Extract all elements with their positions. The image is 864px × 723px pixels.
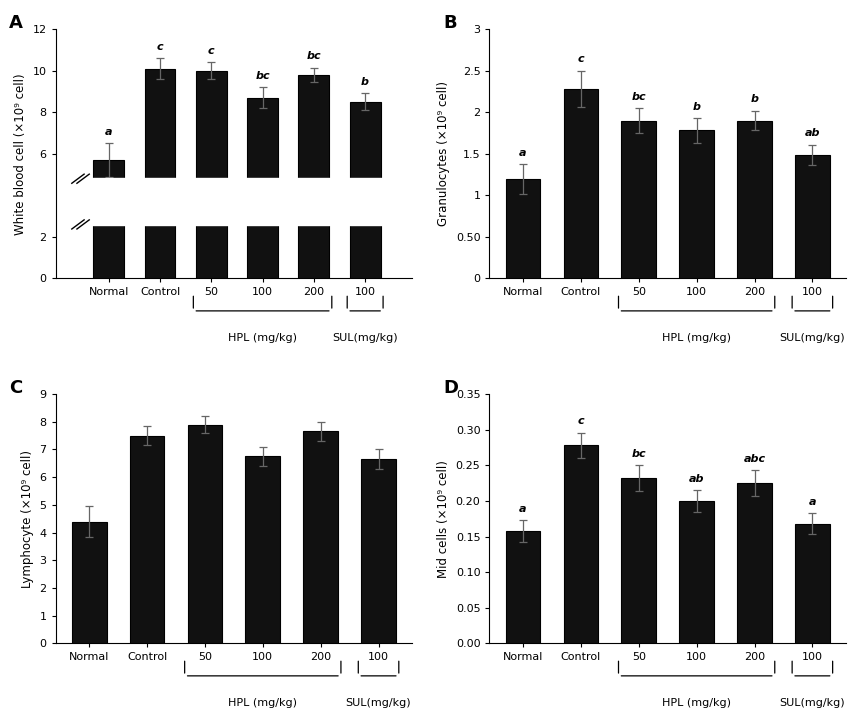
- Bar: [187, 424, 222, 643]
- Text: SUL(mg/kg): SUL(mg/kg): [346, 698, 411, 709]
- Bar: [621, 478, 656, 643]
- Text: HPL (mg/kg): HPL (mg/kg): [662, 333, 731, 343]
- Text: A: A: [10, 14, 23, 32]
- Text: SUL(mg/kg): SUL(mg/kg): [779, 698, 845, 709]
- Bar: [795, 523, 829, 643]
- Bar: [737, 483, 772, 643]
- Text: HPL (mg/kg): HPL (mg/kg): [228, 698, 297, 709]
- Y-axis label: Granulocytes (×10⁹ cell): Granulocytes (×10⁹ cell): [437, 81, 450, 226]
- Bar: [795, 155, 829, 278]
- Text: a: a: [105, 127, 112, 137]
- Text: C: C: [10, 379, 22, 397]
- Bar: [303, 432, 338, 643]
- Bar: [505, 531, 540, 643]
- Bar: [72, 521, 106, 643]
- Text: HPL (mg/kg): HPL (mg/kg): [662, 698, 731, 709]
- Bar: [93, 160, 124, 278]
- Text: c: c: [577, 416, 584, 427]
- Text: abc: abc: [743, 454, 766, 464]
- Y-axis label: Mid cells (×10⁹ cell): Mid cells (×10⁹ cell): [437, 460, 450, 578]
- Bar: [679, 501, 714, 643]
- Text: a: a: [519, 147, 527, 158]
- Bar: [350, 102, 380, 278]
- Bar: [361, 459, 396, 643]
- Bar: [679, 130, 714, 278]
- Text: a: a: [809, 497, 816, 507]
- Text: B: B: [443, 14, 457, 32]
- Bar: [144, 69, 175, 278]
- Text: ab: ab: [804, 129, 820, 138]
- Bar: [621, 121, 656, 278]
- Text: b: b: [751, 94, 759, 104]
- Bar: [196, 71, 226, 278]
- Text: SUL(mg/kg): SUL(mg/kg): [333, 333, 398, 343]
- Text: b: b: [361, 77, 369, 87]
- Text: D: D: [443, 379, 458, 397]
- Text: bc: bc: [255, 71, 270, 81]
- Bar: [247, 98, 278, 278]
- Bar: [298, 74, 329, 278]
- Text: b: b: [693, 102, 701, 112]
- Text: c: c: [208, 46, 214, 56]
- Bar: [130, 436, 164, 643]
- Text: SUL(mg/kg): SUL(mg/kg): [779, 333, 845, 343]
- Bar: [505, 179, 540, 278]
- Y-axis label: Lymphocyte (×10⁹ cell): Lymphocyte (×10⁹ cell): [21, 450, 34, 588]
- Bar: [737, 121, 772, 278]
- Bar: [563, 89, 598, 278]
- Text: bc: bc: [632, 449, 646, 459]
- Y-axis label: White blood cell (×10⁹ cell): White blood cell (×10⁹ cell): [14, 73, 27, 234]
- Text: bc: bc: [632, 92, 646, 102]
- Bar: [245, 456, 280, 643]
- Text: c: c: [577, 54, 584, 64]
- Text: c: c: [156, 42, 163, 52]
- Text: bc: bc: [307, 51, 321, 61]
- Text: HPL (mg/kg): HPL (mg/kg): [228, 333, 297, 343]
- Bar: [563, 445, 598, 643]
- Bar: [78, 178, 396, 226]
- Text: ab: ab: [689, 474, 704, 484]
- Text: a: a: [519, 504, 527, 514]
